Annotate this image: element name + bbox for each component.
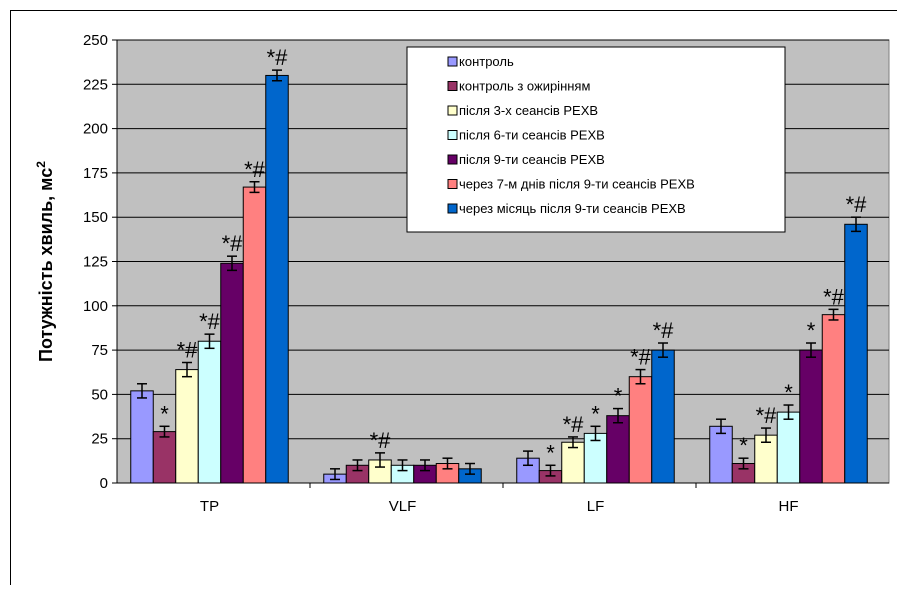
significance-label: *# <box>756 403 778 428</box>
bar <box>628 376 653 484</box>
legend: контроль контроль з ожирінням після 3-х с… <box>406 46 786 233</box>
significance-label: *# <box>244 157 266 182</box>
significance-label: *# <box>846 192 868 217</box>
x-tick-label: LF <box>587 498 605 515</box>
x-tick-label: VLF <box>389 498 417 515</box>
significance-label: * <box>546 440 555 465</box>
chart-frame <box>10 10 897 585</box>
significance-label: * <box>739 433 748 458</box>
y-tick-label: 250 <box>83 32 108 49</box>
bar <box>776 411 801 484</box>
bar <box>175 369 199 484</box>
y-axis-label: Потужність хвиль, мс2 <box>34 161 56 362</box>
x-tick-label: HF <box>779 498 799 515</box>
y-tick-label: 225 <box>83 76 108 93</box>
y-axis-label-superscript: 2 <box>34 161 48 168</box>
axes: 0 25 50 75 100 125 150 175 200 225 250 TP VLF LF HF <box>83 32 889 515</box>
legend-label: контроль з ожирінням <box>459 79 590 94</box>
significance-label: *# <box>563 412 585 437</box>
bar <box>821 314 846 484</box>
y-tick-label: 75 <box>91 342 108 359</box>
legend-swatch <box>447 130 458 140</box>
legend-label: через місяць після 9-ти сеансів РЕХВ <box>459 201 686 216</box>
bar <box>799 349 823 484</box>
legend-label: після 9-ти сеансів РЕХВ <box>459 152 605 167</box>
bar <box>709 425 733 484</box>
significance-label: *# <box>653 318 675 343</box>
significance-label: * <box>591 401 600 426</box>
y-tick-label: 25 <box>91 431 108 448</box>
y-tick-label: 175 <box>83 165 108 182</box>
y-tick-label: 200 <box>83 121 108 138</box>
significance-label: *# <box>267 45 289 70</box>
bar <box>242 186 267 484</box>
bar <box>265 74 289 484</box>
significance-label: * <box>614 384 623 409</box>
bar <box>197 340 222 484</box>
bar <box>606 415 630 484</box>
significance-label: *# <box>199 309 221 334</box>
legend-box <box>406 46 786 233</box>
bars: **#*#*#*#*#*# **# ***#*#**#***#*# <box>130 45 868 484</box>
bar <box>651 349 675 484</box>
significance-label: * <box>784 380 793 405</box>
significance-label: * <box>160 401 169 426</box>
significance-label: *# <box>222 231 244 256</box>
legend-swatch <box>447 56 458 67</box>
legend-swatch <box>447 81 458 91</box>
bar <box>220 262 244 484</box>
x-tick-label: TP <box>200 498 219 515</box>
legend-swatch <box>447 154 458 165</box>
y-tick-label: 125 <box>83 254 108 271</box>
bar <box>130 390 154 484</box>
significance-label: *# <box>823 284 845 309</box>
bar <box>844 223 868 484</box>
y-tick-label: 150 <box>83 209 108 226</box>
significance-label: * <box>807 318 816 343</box>
significance-label: *# <box>370 428 392 453</box>
legend-label: через 7-м днів після 9-ти сеансів РЕХВ <box>459 177 695 192</box>
legend-label: після 3-х сеансів РЕХВ <box>459 103 598 118</box>
legend-label: після 6-ти сеансів РЕХВ <box>459 128 605 143</box>
y-tick-label: 0 <box>100 475 108 492</box>
bar <box>561 441 585 484</box>
legend-label: контроль <box>459 54 514 69</box>
significance-label: *# <box>177 338 199 363</box>
significance-label: *# <box>630 345 652 370</box>
legend-swatch <box>447 203 458 214</box>
y-tick-label: 100 <box>83 298 108 315</box>
bar <box>152 431 177 484</box>
y-tick-label: 50 <box>91 386 108 403</box>
legend-swatch <box>447 179 458 189</box>
legend-swatch <box>447 105 458 116</box>
